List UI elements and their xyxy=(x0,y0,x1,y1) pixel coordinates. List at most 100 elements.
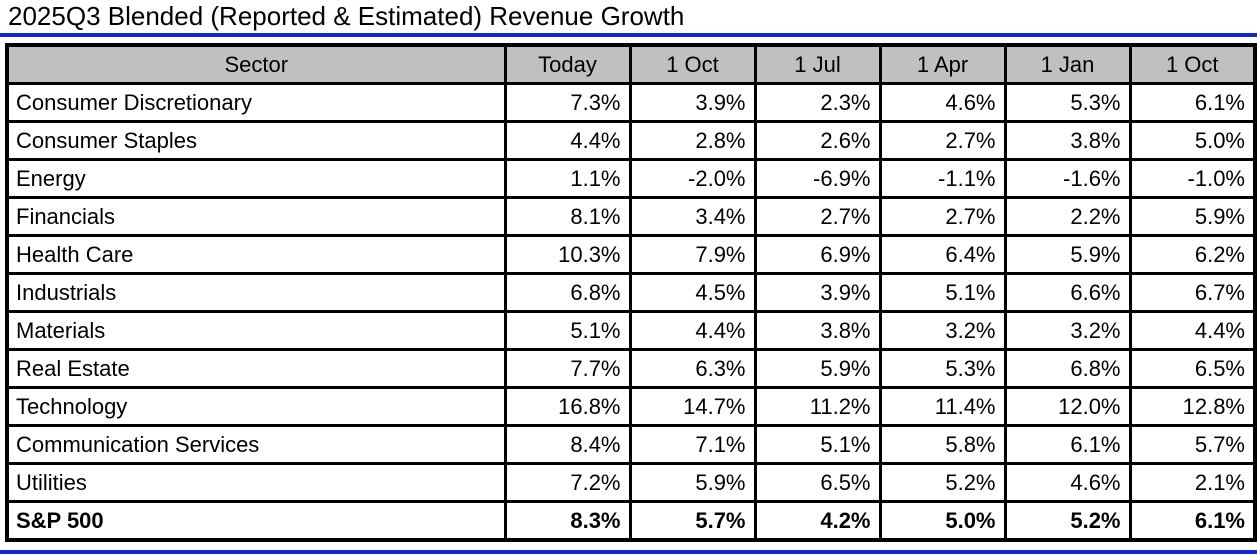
value-cell: 11.4% xyxy=(878,386,1007,427)
page-title: 2025Q3 Blended (Reported & Estimated) Re… xyxy=(8,1,685,31)
table-row: Consumer Staples 4.4% 2.8% 2.6% 2.7% 3.8% 5.0% xyxy=(5,120,1257,161)
value-cell: 2.2% xyxy=(1003,196,1132,237)
value-cell: 5.3% xyxy=(1003,82,1132,123)
value-cell: 5.9% xyxy=(753,348,882,389)
value-cell: 6.2% xyxy=(1128,234,1257,275)
value-cell: 7.3% xyxy=(503,82,632,123)
value-cell: 4.6% xyxy=(878,82,1007,123)
value-cell: 7.9% xyxy=(628,234,757,275)
value-cell: 5.0% xyxy=(1128,120,1257,161)
value-cell: 2.3% xyxy=(753,82,882,123)
column-header-period: 1 Jan xyxy=(1003,43,1132,85)
value-cell: 5.1% xyxy=(503,310,632,351)
value-cell: 3.8% xyxy=(1003,120,1132,161)
column-header-period: 1 Oct xyxy=(628,43,757,85)
value-cell: 2.1% xyxy=(1128,462,1257,503)
value-cell: -1.6% xyxy=(1003,158,1132,199)
value-cell: 8.1% xyxy=(503,196,632,237)
value-cell: -2.0% xyxy=(628,158,757,199)
value-cell: 5.9% xyxy=(1128,196,1257,237)
value-cell: 6.9% xyxy=(753,234,882,275)
value-cell: 6.7% xyxy=(1128,272,1257,313)
value-cell: 6.1% xyxy=(1003,424,1132,465)
sector-cell: Consumer Discretionary xyxy=(5,82,507,123)
title-divider xyxy=(0,33,1257,37)
value-cell: 3.2% xyxy=(1003,310,1132,351)
sector-cell: Real Estate xyxy=(5,348,507,389)
value-cell: 11.2% xyxy=(753,386,882,427)
value-cell: 6.3% xyxy=(628,348,757,389)
value-cell: 6.5% xyxy=(753,462,882,503)
table-body: Consumer Discretionary 7.3% 3.9% 2.3% 4.6% 5.… xyxy=(5,82,1257,542)
value-cell: 5.0% xyxy=(878,500,1007,542)
value-cell: 5.3% xyxy=(878,348,1007,389)
table-row: Financials 8.1% 3.4% 2.7% 2.7% 2.2% 5.9% xyxy=(5,196,1257,237)
value-cell: 7.2% xyxy=(503,462,632,503)
table-row: Health Care 10.3% 7.9% 6.9% 6.4% 5.9% 6.2% xyxy=(5,234,1257,275)
value-cell: 1.1% xyxy=(503,158,632,199)
column-header-period: 1 Oct xyxy=(1128,43,1257,85)
table-row: Technology 16.8% 14.7% 11.2% 11.4% 12.0% 12.8% xyxy=(5,386,1257,427)
sector-cell: Materials xyxy=(5,310,507,351)
column-header-sector: Sector xyxy=(5,43,507,85)
value-cell: 3.8% xyxy=(753,310,882,351)
table-row: Utilities 7.2% 5.9% 6.5% 5.2% 4.6% 2.1% xyxy=(5,462,1257,503)
value-cell: 6.6% xyxy=(1003,272,1132,313)
sector-cell: Industrials xyxy=(5,272,507,313)
sector-cell: Technology xyxy=(5,386,507,427)
value-cell: 5.1% xyxy=(753,424,882,465)
value-cell: 8.3% xyxy=(503,500,632,542)
value-cell: 7.7% xyxy=(503,348,632,389)
value-cell: 2.7% xyxy=(753,196,882,237)
table-row: Real Estate 7.7% 6.3% 5.9% 5.3% 6.8% 6.5% xyxy=(5,348,1257,389)
value-cell: 3.2% xyxy=(878,310,1007,351)
value-cell: 8.4% xyxy=(503,424,632,465)
value-cell: 12.8% xyxy=(1128,386,1257,427)
value-cell: 2.6% xyxy=(753,120,882,161)
sector-cell: Financials xyxy=(5,196,507,237)
column-header-period: 1 Jul xyxy=(753,43,882,85)
value-cell: 3.9% xyxy=(628,82,757,123)
value-cell: 4.4% xyxy=(503,120,632,161)
bottom-divider xyxy=(0,550,1257,554)
value-cell: -1.1% xyxy=(878,158,1007,199)
value-cell: 6.1% xyxy=(1128,82,1257,123)
sector-cell: Communication Services xyxy=(5,424,507,465)
value-cell: 10.3% xyxy=(503,234,632,275)
value-cell: 5.7% xyxy=(628,500,757,542)
value-cell: -1.0% xyxy=(1128,158,1257,199)
value-cell: 5.1% xyxy=(878,272,1007,313)
value-cell: -6.9% xyxy=(753,158,882,199)
table-row: Consumer Discretionary 7.3% 3.9% 2.3% 4.6% 5.… xyxy=(5,82,1257,123)
table-header: Sector Today 1 Oct 1 Jul 1 Apr 1 Jan 1 Oct xyxy=(5,43,1257,85)
value-cell: 5.9% xyxy=(1003,234,1132,275)
sector-cell: Utilities xyxy=(5,462,507,503)
table-row: Industrials 6.8% 4.5% 3.9% 5.1% 6.6% 6.7% xyxy=(5,272,1257,313)
value-cell: 5.2% xyxy=(878,462,1007,503)
value-cell: 7.1% xyxy=(628,424,757,465)
value-cell: 4.4% xyxy=(628,310,757,351)
value-cell: 2.7% xyxy=(878,196,1007,237)
column-header-period: Today xyxy=(503,43,632,85)
value-cell: 4.6% xyxy=(1003,462,1132,503)
header-row: Sector Today 1 Oct 1 Jul 1 Apr 1 Jan 1 Oct xyxy=(5,43,1257,85)
value-cell: 16.8% xyxy=(503,386,632,427)
value-cell: 6.4% xyxy=(878,234,1007,275)
value-cell: 5.7% xyxy=(1128,424,1257,465)
value-cell: 6.8% xyxy=(1003,348,1132,389)
column-header-period: 1 Apr xyxy=(878,43,1007,85)
value-cell: 4.2% xyxy=(753,500,882,542)
revenue-growth-table: Sector Today 1 Oct 1 Jul 1 Apr 1 Jan 1 Oct Con… xyxy=(5,43,1257,542)
value-cell: 3.9% xyxy=(753,272,882,313)
table-row: Communication Services 8.4% 7.1% 5.1% 5.8% 6.… xyxy=(5,424,1257,465)
table-row: Energy 1.1% -2.0% -6.9% -1.1% -1.6% -1.0% xyxy=(5,158,1257,199)
value-cell: 5.9% xyxy=(628,462,757,503)
sector-cell: S&P 500 xyxy=(5,500,507,542)
sector-cell: Health Care xyxy=(5,234,507,275)
value-cell: 12.0% xyxy=(1003,386,1132,427)
value-cell: 3.4% xyxy=(628,196,757,237)
value-cell: 6.5% xyxy=(1128,348,1257,389)
value-cell: 14.7% xyxy=(628,386,757,427)
value-cell: 6.8% xyxy=(503,272,632,313)
